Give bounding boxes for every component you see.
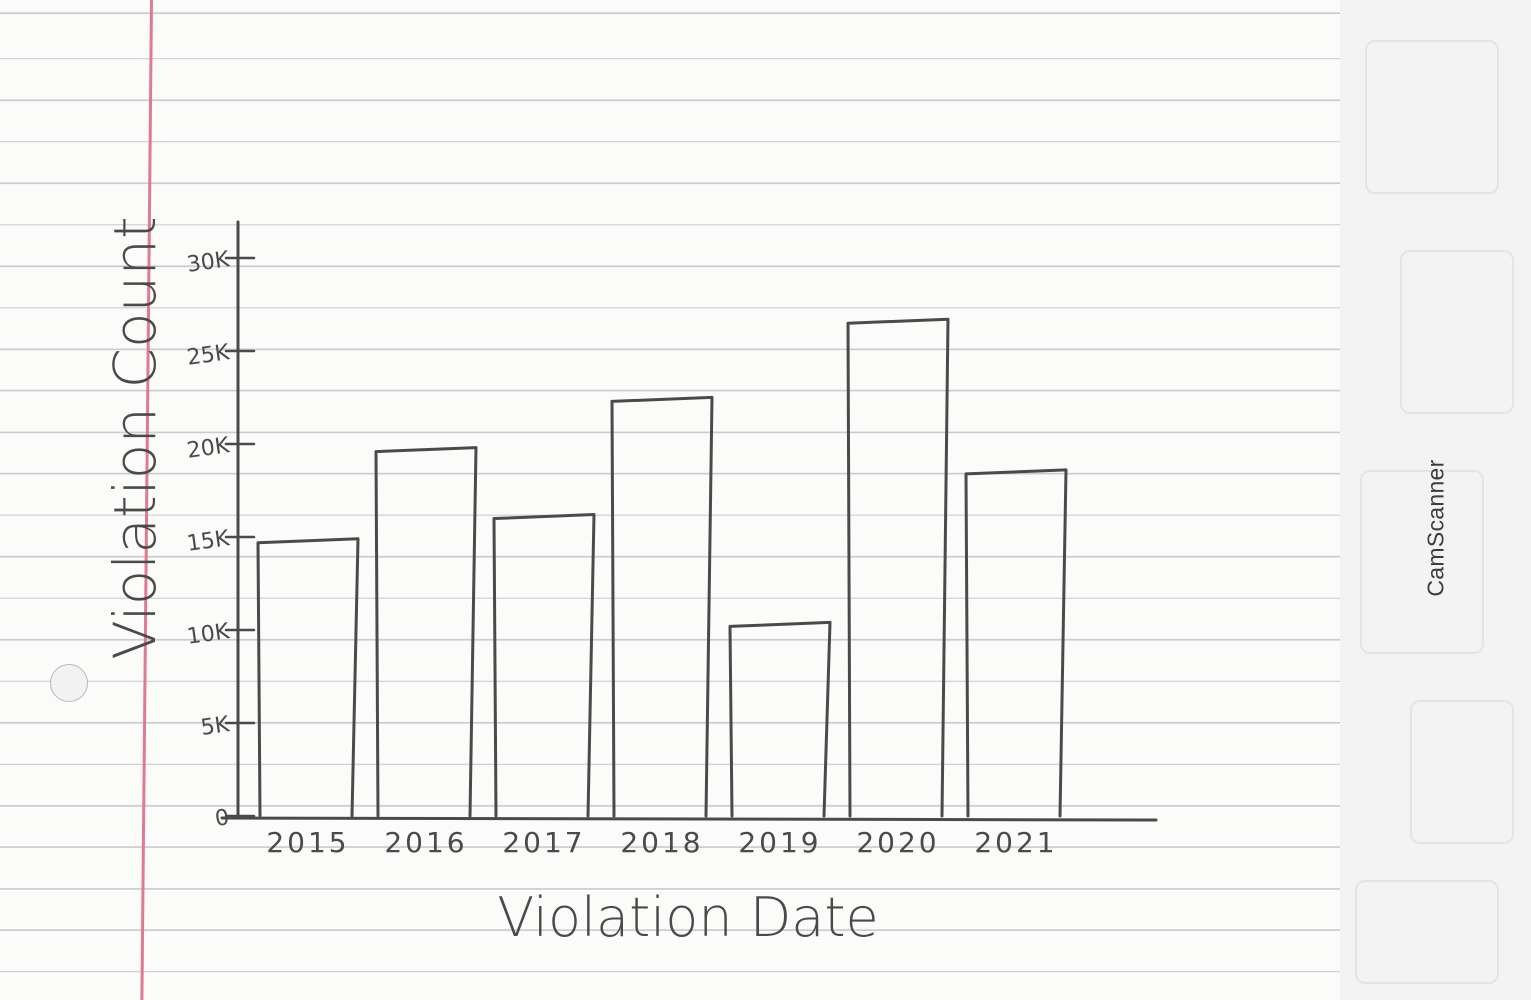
bar-2021 xyxy=(964,468,1068,818)
x-tick-label: 2015 xyxy=(266,826,349,859)
x-tick-label: 2020 xyxy=(856,826,939,859)
axes-group xyxy=(220,220,1158,822)
x-tick-label: 2017 xyxy=(502,826,585,859)
y-tick-label: 25K xyxy=(185,340,231,371)
scanner-side-panel xyxy=(1340,0,1531,1000)
bar-2017 xyxy=(492,513,596,818)
x-tick-label: 2021 xyxy=(974,826,1057,859)
bar-2016 xyxy=(374,446,478,818)
y-tick-label: 0 xyxy=(213,805,230,832)
x-axis-line xyxy=(220,816,1158,822)
x-tick-label: 2016 xyxy=(384,826,467,859)
y-tick-label: 10K xyxy=(185,619,231,650)
y-ticks-group: 0 5K 10K 15K 20K 25K 30K xyxy=(185,247,256,832)
y-tick-label: 20K xyxy=(185,433,231,464)
notebook-paper xyxy=(0,0,1340,1000)
camscanner-watermark: CamScanner xyxy=(1422,459,1449,597)
x-axis-label: Violation Date xyxy=(497,886,879,949)
bar-2018 xyxy=(610,395,714,818)
y-tick-label: 5K xyxy=(199,712,231,741)
bars-group xyxy=(256,317,1068,818)
x-tick-label: 2019 xyxy=(738,826,821,859)
bar-2020 xyxy=(846,317,950,818)
y-tick-label: 15K xyxy=(185,526,231,557)
bar-2019 xyxy=(728,620,832,818)
binder-hole xyxy=(50,664,88,702)
y-axis-label: Violation Count xyxy=(101,216,169,659)
bar-2015 xyxy=(256,537,360,818)
x-tick-label: 2018 xyxy=(620,826,703,859)
x-labels-group: 2015 2016 2017 2018 2019 2020 2021 xyxy=(266,826,1057,859)
y-tick-label: 30K xyxy=(185,247,231,278)
